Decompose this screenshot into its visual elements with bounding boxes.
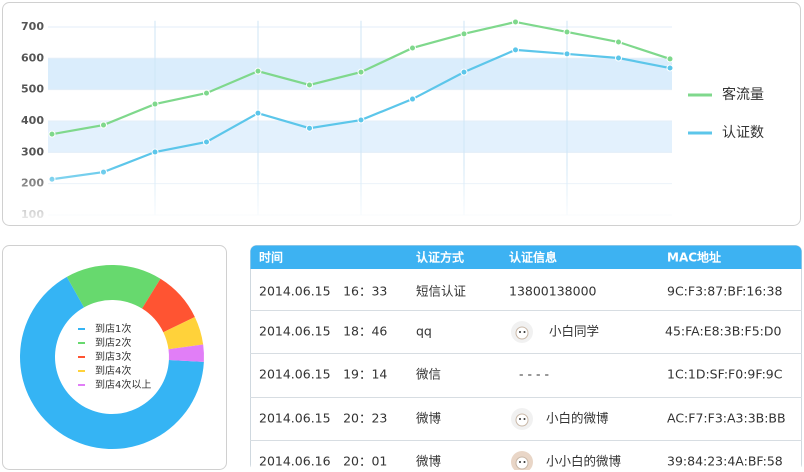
legend-label: 客流量 <box>722 86 764 103</box>
avatar-face <box>515 456 529 470</box>
table-header <box>250 245 802 269</box>
header-cell: 认证信息 <box>509 250 557 265</box>
table-cell: AC:F7:F3:A3:3B:BB <box>667 411 786 426</box>
data-point <box>100 121 107 129</box>
data-point <box>357 68 365 76</box>
legend-label: 到店1次 <box>95 322 131 335</box>
donut-slice <box>168 344 204 362</box>
table-cell: qq <box>416 324 432 339</box>
table-cell: 13800138000 <box>509 284 597 299</box>
table-cell: 1C:1D:SF:F0:9F:9C <box>667 367 783 382</box>
table-cell: 小白的微博 <box>546 411 609 426</box>
avatar-face <box>515 326 529 340</box>
data-point <box>306 81 313 89</box>
avatar-eye <box>523 461 526 463</box>
avatar <box>511 408 533 430</box>
data-point <box>460 68 468 76</box>
data-point <box>151 100 159 108</box>
legend-label: 到店4次 <box>95 364 131 377</box>
data-point <box>563 28 571 36</box>
avatar-eye <box>519 331 521 333</box>
table-cell: 45:FA:E8:3B:F5:D0 <box>665 324 781 339</box>
line-chart: 100200300400500600700客流量认证数 <box>20 18 764 221</box>
table-cell: 微信 <box>416 367 441 382</box>
y-tick-label: 600 <box>21 51 44 64</box>
y-tick-label: 400 <box>21 114 44 127</box>
legend-label: 到店4次以上 <box>95 378 151 391</box>
table-cell: 9C:F3:87:BF:16:38 <box>667 284 782 299</box>
avatar-eye <box>523 418 526 420</box>
header-cell: 认证方式 <box>416 250 464 265</box>
data-point <box>666 55 674 63</box>
data-point <box>409 44 416 52</box>
y-tick-label: 500 <box>21 83 44 96</box>
header-cell: MAC地址 <box>667 250 721 265</box>
data-point <box>460 30 468 38</box>
table-cell: 微博 <box>416 454 442 469</box>
table-cell: 小小白的微博 <box>546 454 622 469</box>
y-tick-label: 300 <box>21 145 44 158</box>
data-point <box>512 18 519 26</box>
table-cell: 微博 <box>416 411 442 426</box>
table-cell: 短信认证 <box>416 284 467 299</box>
data-point <box>254 67 262 75</box>
avatar-eye <box>519 461 521 463</box>
table-cell: - - - - <box>519 367 549 382</box>
avatar <box>511 451 533 470</box>
table-cell: 39:84:23:4A:BF:58 <box>667 454 783 469</box>
legend-label: 到店3次 <box>95 350 131 363</box>
data-point <box>357 116 365 124</box>
legend-label: 到店2次 <box>95 336 131 349</box>
table-cell: 2014.06.15 18：46 <box>259 324 387 339</box>
data-point <box>512 46 519 54</box>
avatar-face <box>515 413 529 427</box>
table-frame <box>250 245 802 470</box>
data-point <box>563 50 571 58</box>
y-tick-label: 700 <box>21 20 44 33</box>
donut-slice <box>142 278 195 333</box>
fade <box>20 165 674 221</box>
data-point <box>254 109 262 117</box>
avatar <box>511 321 533 343</box>
table-cell: 2014.06.15 16：33 <box>259 284 387 299</box>
band <box>48 120 672 153</box>
donut-slice <box>163 316 204 350</box>
donut-slice <box>66 265 161 309</box>
data-point <box>615 54 622 62</box>
header-cell: 时间 <box>259 250 283 265</box>
data-point <box>615 38 622 46</box>
avatar-eye <box>523 331 526 333</box>
data-point <box>666 64 674 72</box>
table: 时间 认证方式 认证信息 MAC地址 2014.06.15 16：33 短信认证 13800… <box>250 245 802 470</box>
data-point <box>409 95 416 103</box>
donut-slice <box>19 276 204 449</box>
data-point <box>151 148 159 156</box>
table-cell: 小白同学 <box>549 324 599 339</box>
legend-label: 认证数 <box>722 125 764 141</box>
data-point <box>203 138 210 146</box>
avatar-eye <box>519 418 521 420</box>
data-point <box>48 130 56 138</box>
table-cell: 2014.06.15 20：23 <box>259 411 387 426</box>
table-cell: 2014.06.15 19：14 <box>259 367 387 382</box>
data-point <box>306 124 313 132</box>
table-cell: 2014.06.16 20：01 <box>259 454 387 469</box>
data-point <box>203 89 210 97</box>
